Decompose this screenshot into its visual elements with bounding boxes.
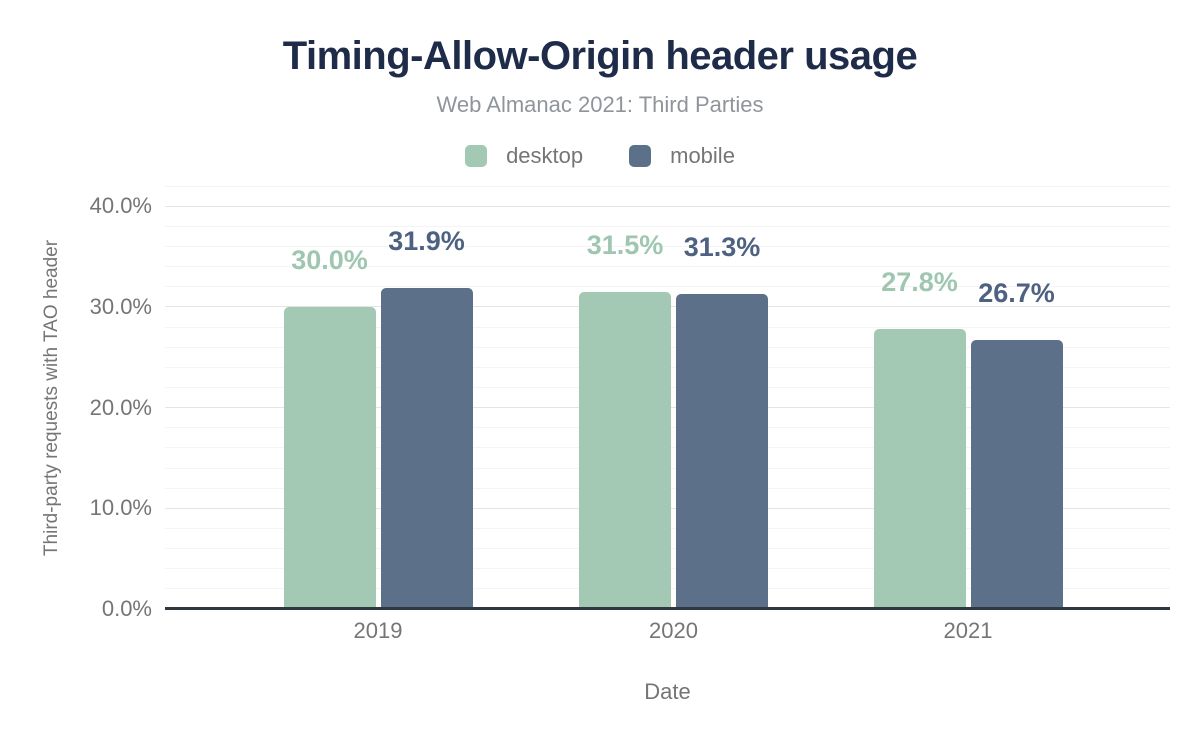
- bar-value-label: 26.7%: [978, 278, 1055, 309]
- bar-value-label: 31.3%: [683, 231, 761, 262]
- bar-value-label: 31.9%: [388, 225, 465, 256]
- legend-item-mobile: mobile: [629, 143, 735, 169]
- bar-value-label: 27.8%: [881, 267, 958, 298]
- bar-mobile-2020: 31.3%: [676, 233, 768, 609]
- minor-gridline: [165, 225, 1170, 227]
- minor-gridline: [165, 245, 1170, 247]
- x-axis-line: [165, 607, 1170, 610]
- y-tick-label: 20.0%: [89, 394, 152, 420]
- x-tick-label: 2020: [649, 618, 698, 643]
- y-tick-label: 40.0%: [89, 193, 152, 219]
- mobile-legend-swatch-icon: [629, 145, 652, 167]
- plot-area: 30.0% 31.9% 31.5% 31.3% 27.8% 26.7%: [165, 185, 1170, 610]
- legend-item-desktop: desktop: [465, 143, 583, 169]
- legend-label-desktop: desktop: [506, 143, 584, 168]
- bar-desktop-2020: 31.5%: [579, 231, 671, 609]
- minor-gridline: [165, 185, 1170, 187]
- y-tick-label: 30.0%: [89, 293, 152, 319]
- y-tick-label: 10.0%: [89, 495, 152, 521]
- bar-mobile-2019: 31.9%: [380, 227, 473, 609]
- legend: desktop mobile: [0, 143, 1200, 169]
- minor-gridline: [165, 286, 1170, 288]
- x-tick-label: 2019: [353, 618, 403, 643]
- desktop-legend-swatch-icon: [465, 145, 488, 167]
- bar-desktop-2019: 30.0%: [283, 246, 376, 609]
- bar-desktop-2021: 27.8%: [873, 269, 966, 609]
- x-axis-title: Date: [644, 679, 691, 704]
- chart-subtitle: Web Almanac 2021: Third Parties: [436, 92, 764, 117]
- bar-value-label: 31.5%: [586, 229, 664, 260]
- bar-value-label: 30.0%: [291, 244, 368, 275]
- chart-title: Timing-Allow-Origin header usage: [282, 34, 918, 78]
- x-tick-label: 2021: [943, 618, 993, 643]
- minor-gridline: [165, 266, 1170, 268]
- major-gridline: [165, 205, 1170, 207]
- bar-mobile-2021: 26.7%: [970, 280, 1063, 609]
- legend-label-mobile: mobile: [670, 143, 735, 168]
- y-tick-label: 0.0%: [101, 596, 152, 621]
